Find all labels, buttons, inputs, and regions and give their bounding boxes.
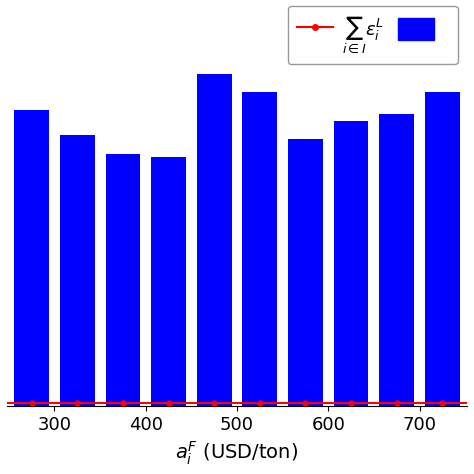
Bar: [334, 121, 368, 406]
Bar: [14, 110, 49, 406]
Bar: [425, 92, 460, 406]
Bar: [379, 114, 414, 406]
Bar: [60, 136, 95, 406]
Bar: [106, 154, 140, 406]
Bar: [243, 92, 277, 406]
Bar: [197, 74, 231, 406]
Bar: [288, 139, 323, 406]
X-axis label: $a_i^F$ (USD/ton): $a_i^F$ (USD/ton): [175, 440, 299, 467]
Bar: [151, 157, 186, 406]
Legend: $\sum_{i \in I}\varepsilon_i^L$,  : $\sum_{i \in I}\varepsilon_i^L$,: [288, 6, 458, 64]
